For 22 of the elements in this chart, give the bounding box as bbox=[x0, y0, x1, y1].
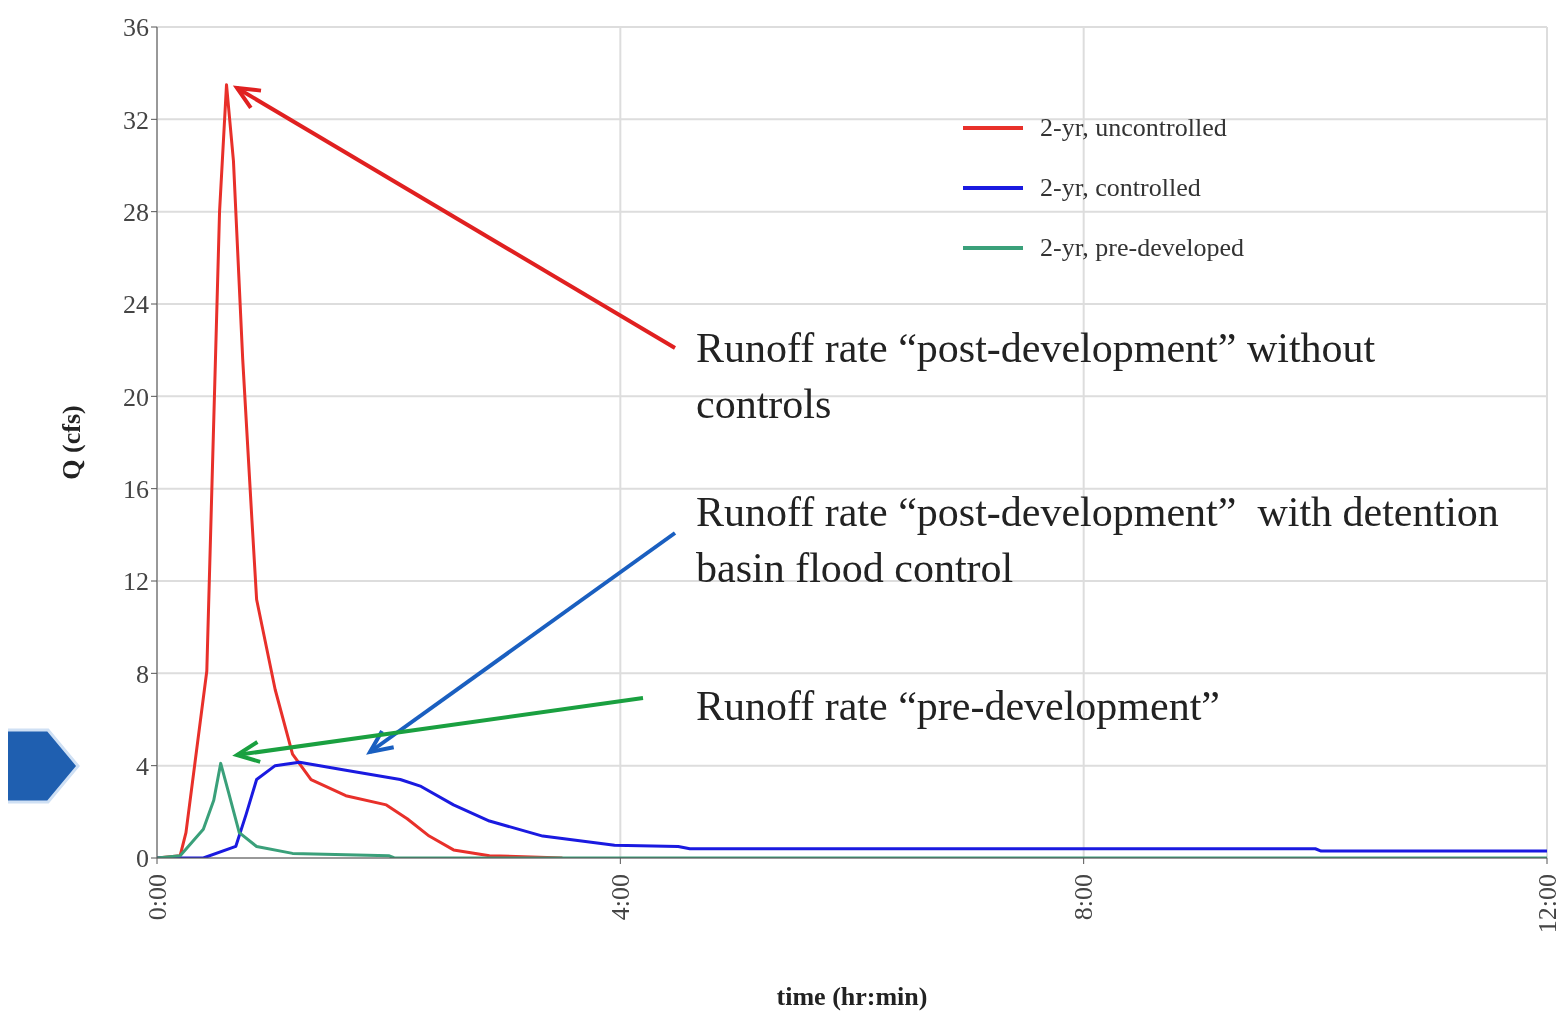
y-tick-label: 8 bbox=[136, 659, 149, 689]
y-tick-label: 0 bbox=[136, 844, 149, 874]
y-tick-label: 12 bbox=[123, 567, 149, 597]
y-tick-label: 24 bbox=[123, 290, 149, 320]
legend-label: 2-yr, uncontrolled bbox=[1040, 113, 1227, 143]
y-tick-label: 36 bbox=[123, 13, 149, 43]
annotation: Runoff rate “post-development” with detention basin flood control bbox=[696, 488, 1500, 593]
x-tick-label: 12:00 bbox=[1532, 874, 1562, 934]
x-tick-label: 8:00 bbox=[1069, 874, 1099, 921]
x-tick-label: 0:00 bbox=[142, 874, 172, 921]
y-tick-label: 16 bbox=[123, 474, 149, 504]
y-tick-label: 20 bbox=[123, 382, 149, 412]
x-tick-label: 4:00 bbox=[605, 874, 635, 921]
y-axis-title: Q (cfs) bbox=[57, 405, 87, 480]
y-tick-label: 32 bbox=[123, 105, 149, 135]
x-axis-title: time (hr:min) bbox=[776, 982, 928, 1011]
legend-label: 2-yr, controlled bbox=[1040, 173, 1201, 203]
y-tick-label: 4 bbox=[136, 751, 149, 781]
y-tick-label: 28 bbox=[123, 197, 149, 227]
legend-label: 2-yr, pre-developed bbox=[1040, 233, 1244, 263]
annotation: Runoff rate “pre-development” bbox=[696, 682, 1221, 731]
annotation: Runoff rate “post-development” without controls bbox=[696, 324, 1377, 429]
